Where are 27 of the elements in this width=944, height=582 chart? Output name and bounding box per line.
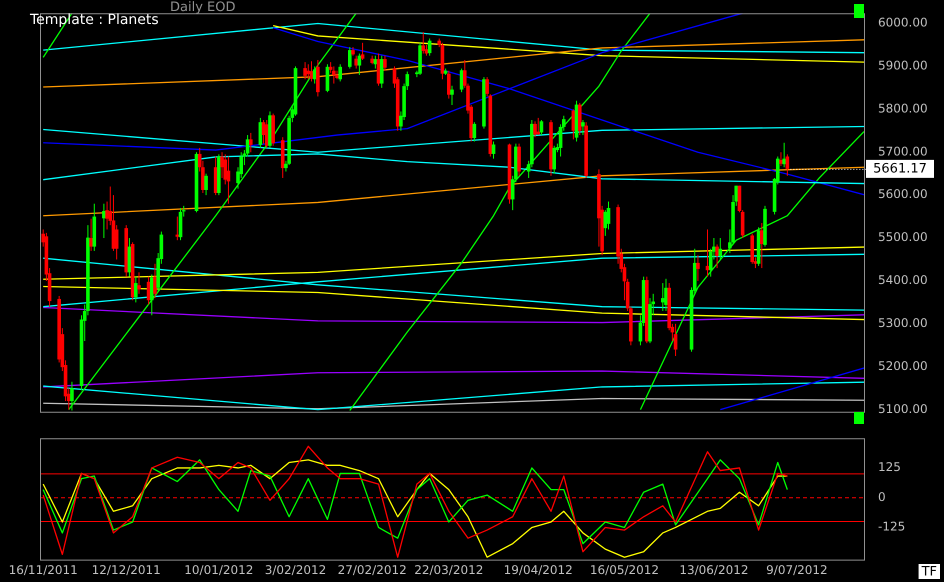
text: TF [920,564,937,580]
y-tick-label: 5600.00 [878,187,928,202]
x-tick-label: 3/02/2012 [264,562,326,577]
y-tick-label: 5800.00 [878,101,928,116]
y-tick-label: 5100.00 [878,402,928,416]
y-tick-label: 5200.00 [878,358,928,373]
y-tick-label: 0 [878,490,886,504]
x-tick-label: 22/03/2012 [414,562,484,577]
y-tick-label: 125 [878,460,901,474]
x-tick-label: 16/05/2012 [590,562,660,577]
x-tick-label: 27/02/2012 [338,562,407,577]
y-tick-label: 5300.00 [878,316,928,330]
y-tick-label: 5400.00 [878,273,928,288]
x-tick-label: 13/06/2012 [679,562,748,577]
x-tick-label: 19/04/2012 [504,562,573,577]
y-tick-label: 5500.00 [878,230,928,244]
x-tick-label: 9/07/2012 [766,562,828,577]
y-tick-label: 5700.00 [878,144,928,158]
annotation: 5661.17 [873,161,927,176]
x-tick-label: 10/01/2012 [184,562,254,577]
y-tick-label: 5900.00 [878,58,928,73]
y-tick-label: 6000.00 [878,16,928,30]
x-tick-label: 12/12/2011 [92,562,161,577]
x-tick-label: 16/11/2011 [8,562,78,577]
candlestick [706,229,710,277]
chart-subtitle: Daily EOD [170,0,236,15]
y-tick-label: -125 [878,520,906,534]
